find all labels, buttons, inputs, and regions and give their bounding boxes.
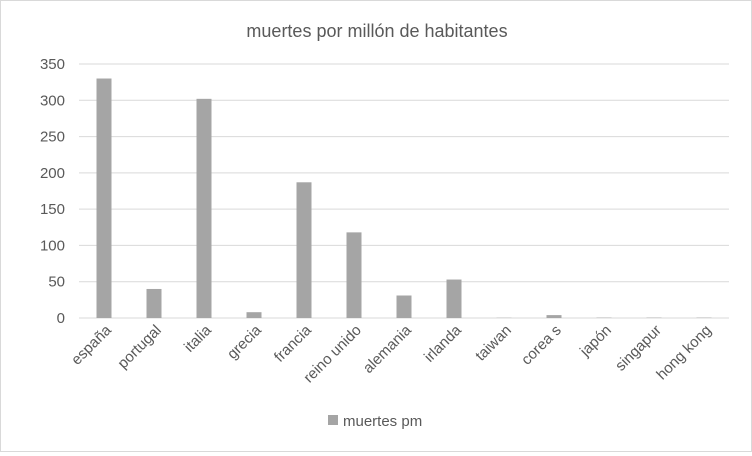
- y-tick-label: 100: [40, 237, 65, 254]
- y-tick-label: 200: [40, 165, 65, 182]
- bar-3: [247, 312, 262, 318]
- x-tick-label: italia: [181, 321, 215, 355]
- y-tick-label: 150: [40, 201, 65, 218]
- x-tick-label: japón: [576, 322, 615, 361]
- bar-5: [347, 232, 362, 318]
- bar-4: [297, 182, 312, 318]
- x-tick-label: hong kong: [653, 322, 715, 384]
- x-tick-label: grecia: [224, 321, 265, 362]
- gridlines: [79, 64, 729, 318]
- legend: muertes pm: [328, 413, 422, 430]
- bar-1: [147, 289, 162, 318]
- x-tick-label: portugal: [114, 322, 164, 372]
- y-tick-label: 350: [40, 56, 65, 73]
- y-tick-label: 250: [40, 129, 65, 146]
- y-axis-ticks: 0 50 100 150 200 250 300 350: [40, 56, 65, 327]
- x-tick-label: francia: [271, 321, 315, 365]
- chart-title: muertes por millón de habitantes: [246, 21, 507, 41]
- y-tick-label: 300: [40, 92, 65, 109]
- bar-2: [197, 99, 212, 318]
- bar-6: [397, 296, 412, 318]
- x-tick-label: alemania: [360, 321, 416, 377]
- x-tick-label: corea s: [518, 322, 565, 369]
- y-tick-label: 0: [57, 310, 65, 327]
- x-tick-label: españa: [68, 321, 115, 368]
- x-tick-label: irlanda: [421, 321, 465, 365]
- bar-9: [547, 315, 562, 318]
- legend-swatch: [328, 415, 338, 425]
- bar-7: [447, 280, 462, 318]
- bar-0: [97, 79, 112, 318]
- y-tick-label: 50: [48, 274, 65, 291]
- x-tick-label: taiwan: [472, 322, 515, 365]
- legend-label: muertes pm: [343, 413, 422, 430]
